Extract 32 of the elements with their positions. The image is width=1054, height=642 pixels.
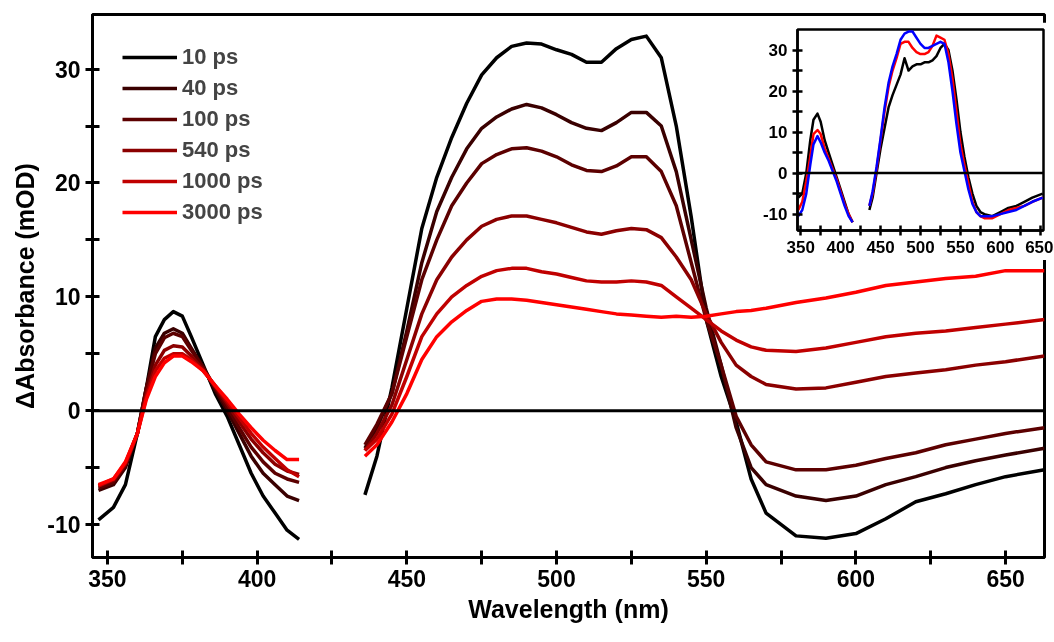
- legend-label: 3000 ps: [182, 199, 263, 225]
- y-tick-label: 0: [67, 398, 81, 425]
- x-tick-label: 350: [88, 565, 127, 592]
- x-tick-label: 400: [237, 565, 277, 592]
- y-tick-label: 30: [54, 56, 81, 83]
- legend-label: 10 ps: [182, 44, 239, 70]
- x-tick-label: 600: [836, 565, 876, 592]
- x-tick-label: 650: [986, 565, 1025, 592]
- legend-label: 1000 ps: [182, 168, 263, 194]
- x-tick-label: 550: [687, 565, 726, 592]
- x-tick-label: 450: [866, 237, 895, 257]
- x-tick-label: 350: [786, 237, 815, 257]
- y-tick-label: 10: [54, 284, 81, 311]
- x-tick-label: 500: [537, 565, 576, 592]
- y-tick-label: -10: [47, 511, 81, 538]
- y-tick-label: -10: [762, 205, 788, 225]
- y-tick-label: 0: [778, 164, 788, 184]
- x-tick-label: 650: [1025, 237, 1054, 257]
- x-tick-label: 450: [387, 565, 427, 592]
- x-axis-title: Wavelength (nm): [468, 594, 669, 623]
- legend-label: 40 ps: [182, 75, 239, 101]
- y-tick-label: 20: [768, 82, 788, 102]
- x-tick-label: 400: [826, 237, 855, 257]
- x-tick-label: 550: [946, 237, 975, 257]
- legend-label: 100 ps: [182, 106, 251, 132]
- x-tick-label: 600: [986, 237, 1015, 257]
- y-tick-label: 20: [54, 170, 81, 197]
- y-axis-title: ΔAbsorbance (mOD): [11, 163, 40, 409]
- legend-label: 540 ps: [182, 137, 251, 163]
- y-tick-label: 10: [768, 123, 788, 143]
- y-tick-label: 30: [768, 41, 788, 61]
- x-tick-label: 500: [906, 237, 935, 257]
